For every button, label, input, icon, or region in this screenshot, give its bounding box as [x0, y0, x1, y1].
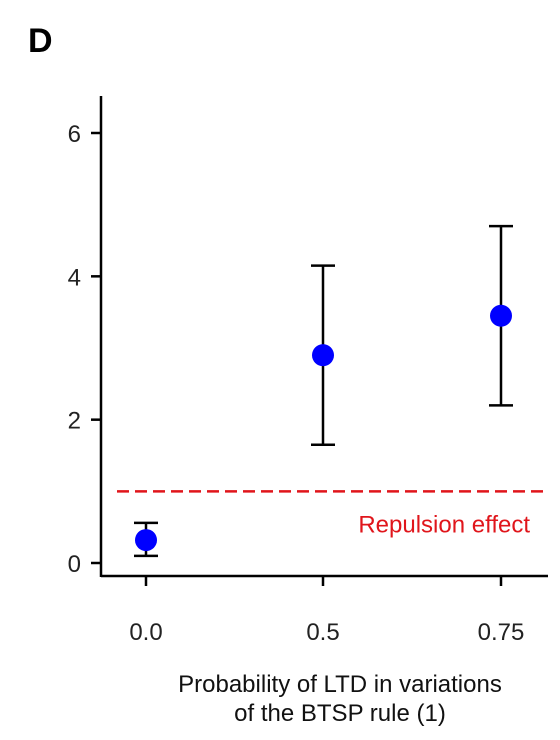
data-point [135, 529, 157, 552]
y-tick-label: 0 [68, 551, 81, 578]
data-point [312, 344, 334, 367]
x-ticks: 0.0 0.5 0.75 [129, 576, 524, 646]
x-tick-label: 0.0 [129, 619, 162, 646]
y-ticks: 0 2 4 6 [68, 121, 101, 578]
x-tick-label: 0.5 [306, 619, 339, 646]
y-tick-label: 6 [68, 121, 81, 148]
x-axis-label-line-1: Probability of LTD in variations [178, 671, 502, 698]
data-points [134, 224, 513, 558]
y-tick-label: 4 [68, 264, 81, 291]
panel-label: D [28, 22, 53, 60]
repulsion-effect-label: Repulsion effect [358, 511, 530, 538]
y-tick-label: 2 [68, 408, 81, 435]
data-point [490, 304, 512, 327]
x-tick-label: 0.75 [478, 619, 525, 646]
x-axis-label-line-2: of the BTSP rule (1) [234, 700, 446, 727]
